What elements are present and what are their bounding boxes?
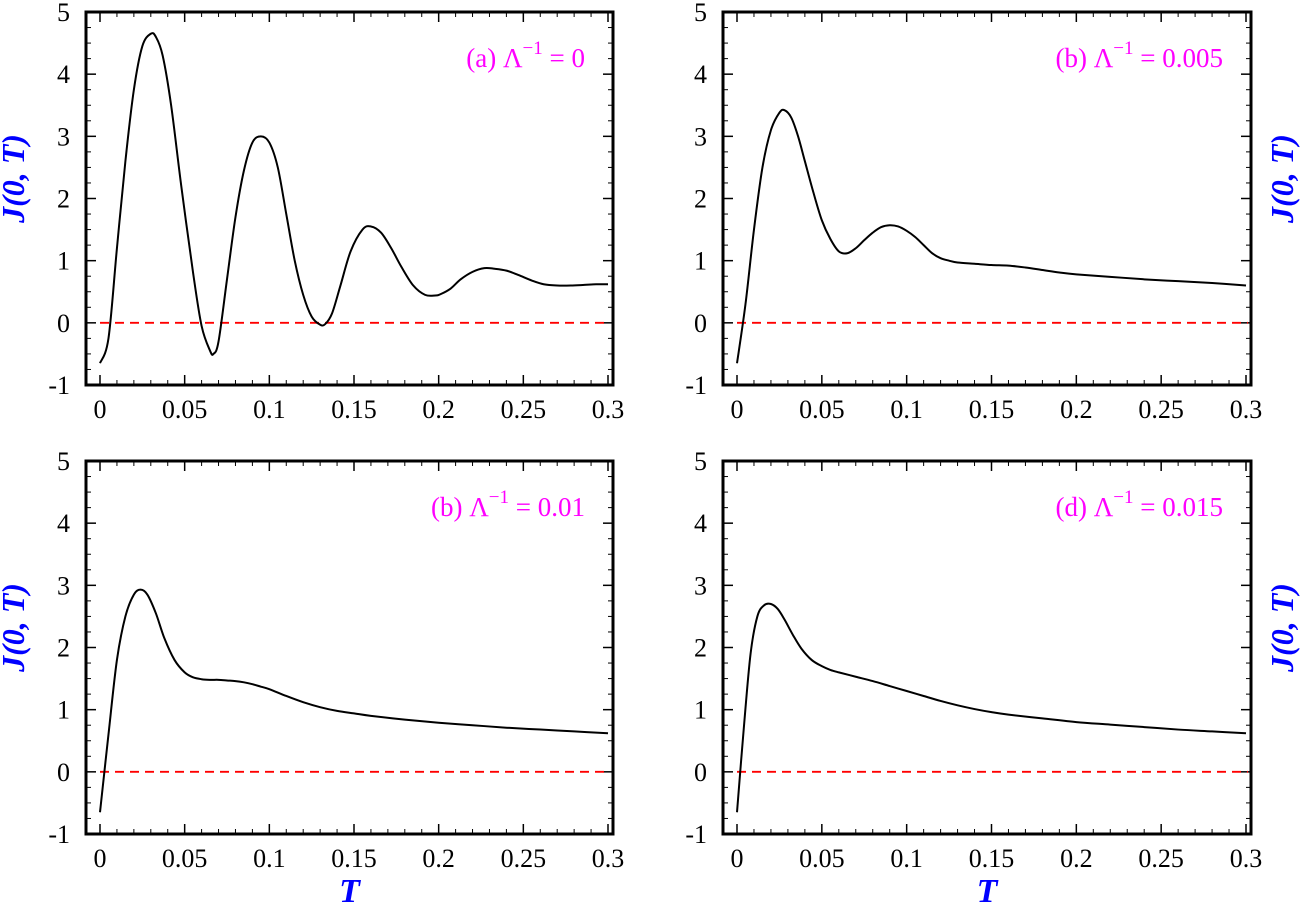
plot-frame [84, 459, 615, 836]
x-tick-label: 0.3 [1230, 844, 1263, 873]
panel-annotation: (d) Λ−1 = 0.015 [1055, 487, 1223, 522]
y-tick-label: 3 [57, 571, 70, 600]
y-ticks: -1 0 1 2 3 4 5 [48, 0, 613, 400]
x-tick-label: 0.05 [162, 395, 208, 424]
y-tick-label: 4 [694, 509, 707, 538]
plot-frame [721, 10, 1253, 387]
x-tick-label: 0 [94, 844, 107, 873]
x-tick-label: 0.15 [969, 395, 1015, 424]
panel-label-text: (d) Λ [1055, 492, 1113, 522]
y-tick-label: 1 [57, 696, 70, 725]
y-tick-label: 4 [57, 509, 70, 538]
x-tick-label: 0.05 [162, 844, 208, 873]
x-ticks: 0 0.05 0.1 0.15 0.2 0.25 0.3 [731, 461, 1263, 873]
chart-panel-3: -1 0 1 2 3 4 5 0 0.05 0.1 0.15 0.2 0.25 0.3 (b) Λ−1 = … [0, 447, 624, 908]
x-tick-label: 0.05 [799, 844, 845, 873]
y-ticks: -1 0 1 2 3 4 5 [685, 0, 1251, 400]
panel-value-text: = 0 [543, 43, 585, 73]
y-tick-label: 1 [57, 247, 70, 276]
x-tick-label: 0.1 [253, 395, 286, 424]
panel-annotation: (b) Λ−1 = 0.01 [431, 487, 585, 522]
y-axis-label: J(0, T) [0, 583, 31, 673]
panel-superscript: −1 [489, 487, 509, 508]
y-tick-label: 0 [694, 309, 707, 338]
y-tick-label: 5 [57, 447, 70, 476]
panel-annotation: (b) Λ−1 = 0.005 [1055, 38, 1223, 73]
chart-panel-1: -1 0 1 2 3 4 5 0 0.05 0.1 0.15 0.2 0.25 0.3 (a) Λ−1 = … [0, 0, 624, 424]
data-series-line [99, 32, 609, 364]
chart-panel-2: -1 0 1 2 3 4 5 0 0.05 0.1 0.15 0.2 0.25 0.3 (b) Λ−1 = … [685, 0, 1300, 424]
x-tick-label: 0.05 [799, 395, 845, 424]
y-tick-label: 5 [694, 0, 707, 27]
x-ticks: 0 0.05 0.1 0.15 0.2 0.25 0.3 [731, 12, 1263, 424]
x-tick-label: 0.1 [890, 844, 923, 873]
x-tick-label: 0.15 [331, 395, 377, 424]
y-tick-label: 1 [694, 247, 707, 276]
x-tick-label: 0 [94, 395, 107, 424]
y-tick-label: -1 [48, 820, 70, 849]
y-tick-label: 0 [57, 758, 70, 787]
panel-superscript: −1 [523, 38, 543, 59]
panel-annotation: (a) Λ−1 = 0 [466, 38, 585, 73]
x-tick-label: 0.15 [969, 844, 1015, 873]
y-tick-label: 5 [57, 0, 70, 27]
x-tick-label: 0.25 [501, 844, 547, 873]
y-tick-label: 2 [694, 185, 707, 214]
y-axis-label: J(0, T) [1264, 134, 1300, 224]
chart-panel-4: -1 0 1 2 3 4 5 0 0.05 0.1 0.15 0.2 0.25 0.3 (d) Λ−1 = … [685, 447, 1300, 908]
x-tick-label: 0.2 [422, 844, 455, 873]
x-tick-label: 0.15 [331, 844, 377, 873]
y-axis-label: J(0, T) [1264, 583, 1300, 673]
data-series-line [99, 588, 609, 813]
x-tick-label: 0.25 [1138, 844, 1184, 873]
x-tick-label: 0.1 [253, 844, 286, 873]
panel-superscript: −1 [1113, 487, 1133, 508]
x-ticks: 0 0.05 0.1 0.15 0.2 0.25 0.3 [94, 461, 625, 873]
x-tick-label: 0.2 [1060, 844, 1093, 873]
panel-value-text: = 0.01 [509, 492, 585, 522]
y-tick-label: 2 [694, 634, 707, 663]
y-tick-label: 3 [694, 571, 707, 600]
x-tick-label: 0.3 [592, 395, 625, 424]
data-series-line [736, 108, 1247, 364]
y-tick-label: 3 [57, 122, 70, 151]
y-tick-label: 4 [57, 60, 70, 89]
y-tick-label: 5 [694, 447, 707, 476]
panel-superscript: −1 [1113, 38, 1133, 59]
x-tick-label: 0.2 [1060, 395, 1093, 424]
y-tick-label: 2 [57, 634, 70, 663]
panel-label-text: (b) Λ [1055, 43, 1113, 73]
x-tick-label: 0.3 [592, 844, 625, 873]
x-tick-label: 0.2 [422, 395, 455, 424]
x-tick-label: 0 [731, 844, 744, 873]
x-tick-label: 0.3 [1230, 395, 1263, 424]
x-tick-label: 0.1 [890, 395, 923, 424]
y-tick-label: 1 [694, 696, 707, 725]
y-axis-label: J(0, T) [0, 134, 31, 224]
y-tick-label: 0 [694, 758, 707, 787]
x-tick-label: 0 [731, 395, 744, 424]
data-series-line [736, 602, 1247, 813]
y-tick-label: 0 [57, 309, 70, 338]
panel-value-text: = 0.005 [1134, 43, 1223, 73]
y-tick-label: 4 [694, 60, 707, 89]
y-tick-label: -1 [685, 820, 707, 849]
plot-frame [84, 10, 615, 387]
x-axis-label: T [339, 873, 361, 908]
x-tick-label: 0.25 [1138, 395, 1184, 424]
panel-value-text: = 0.015 [1134, 492, 1223, 522]
y-tick-label: 2 [57, 185, 70, 214]
y-tick-label: 3 [694, 122, 707, 151]
plot-frame [721, 459, 1253, 836]
x-tick-label: 0.25 [501, 395, 547, 424]
x-ticks: 0 0.05 0.1 0.15 0.2 0.25 0.3 [94, 12, 625, 424]
panel-label-text: (a) Λ [466, 43, 523, 73]
panel-label-text: (b) Λ [431, 492, 489, 522]
y-tick-label: -1 [48, 371, 70, 400]
x-axis-label: T [977, 873, 999, 908]
y-tick-label: -1 [685, 371, 707, 400]
